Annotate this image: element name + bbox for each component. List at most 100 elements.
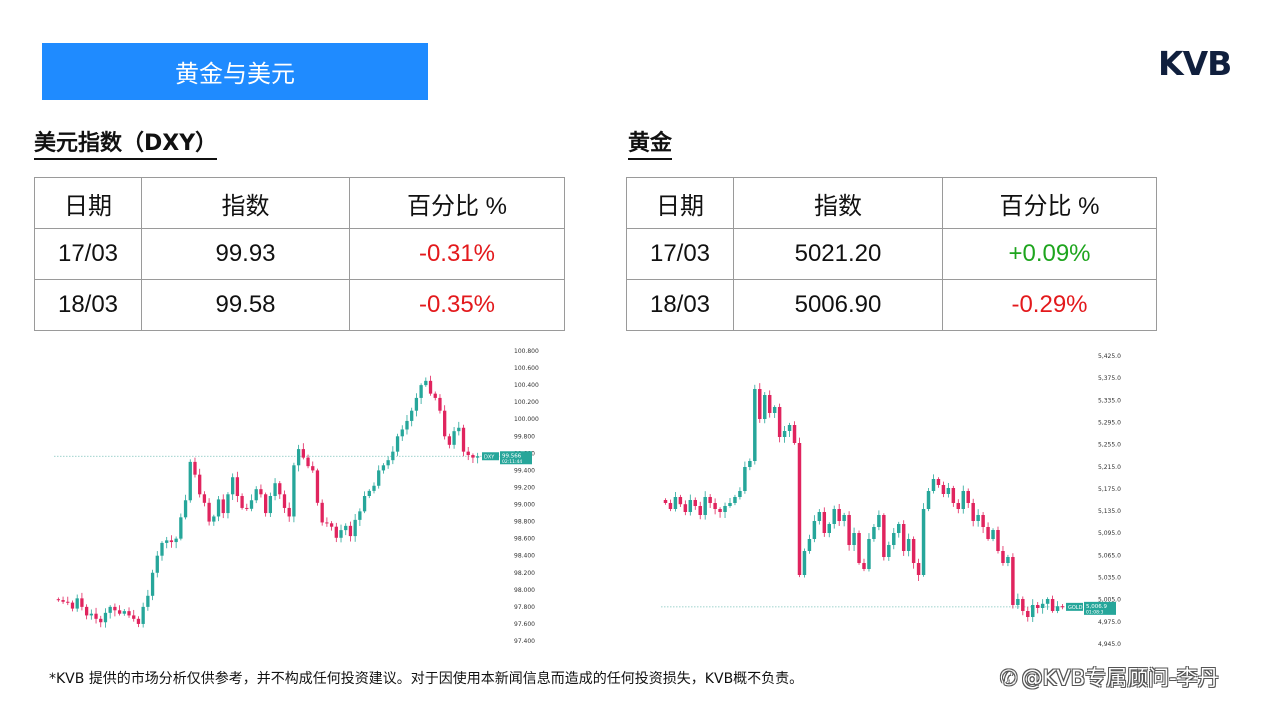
- candle-body: [832, 509, 836, 524]
- candle-body: [183, 500, 188, 518]
- table-header-row: 日期 指数 百分比 %: [626, 177, 1157, 229]
- candle-body: [877, 515, 881, 527]
- last-price-label: 5,006.9: [1086, 604, 1107, 610]
- candle-body: [688, 500, 693, 512]
- gold-section-title: 黄金: [628, 130, 673, 160]
- candle-body: [174, 538, 178, 543]
- candle-body: [1031, 605, 1035, 617]
- candle-body: [1035, 605, 1040, 608]
- candle-body: [278, 483, 282, 495]
- candle-body: [817, 512, 822, 521]
- candle-body: [1055, 606, 1060, 611]
- candle-body: [772, 407, 777, 413]
- candle-body: [981, 515, 985, 527]
- candle-body: [767, 395, 772, 413]
- candle-body: [231, 477, 235, 495]
- candle-body: [263, 494, 268, 514]
- candle-body: [150, 572, 155, 596]
- candle-body: [976, 515, 980, 521]
- candle-body: [136, 618, 141, 624]
- candle-body: [306, 457, 310, 467]
- candle-body: [936, 479, 941, 485]
- candle-body: [146, 595, 150, 607]
- column-header-date: 日期: [626, 177, 734, 229]
- y-tick-label: 99.400: [514, 467, 535, 474]
- candle-body: [911, 539, 916, 563]
- candle-body: [847, 515, 851, 545]
- cell-index: 5006.90: [733, 279, 943, 331]
- candle-body: [61, 600, 65, 602]
- candle-body: [827, 524, 831, 533]
- symbol-tag-label: GOLD: [1068, 605, 1083, 611]
- candle-body: [391, 451, 395, 461]
- candle-body: [282, 494, 287, 508]
- candle-body: [198, 474, 202, 495]
- cell-change: +0.09%: [942, 228, 1157, 280]
- candle-body: [169, 540, 174, 543]
- y-tick-label: 100.000: [514, 416, 539, 423]
- symbol-tag: [482, 452, 499, 461]
- dxy-candlestick-chart: 100.800 100.600 100.400 100.200 100.000 99.80…: [54, 348, 539, 645]
- symbol-tag: [1066, 602, 1083, 611]
- y-tick-label: 100.400: [514, 382, 539, 389]
- candle-body: [226, 494, 230, 514]
- gold-table: 日期 指数 百分比 % 17/03 5021.20 +0.09% 18/03 5…: [626, 177, 1157, 331]
- last-price-tag: [500, 451, 532, 465]
- y-tick-label: 99.000: [514, 502, 535, 509]
- candle-body: [99, 618, 103, 623]
- kvb-logo: KVB: [1158, 44, 1232, 83]
- candle-body: [179, 517, 183, 539]
- table-row: 17/03 99.93 -0.31%: [34, 228, 565, 280]
- last-price-tag: [1084, 601, 1116, 615]
- candle-body: [381, 465, 386, 471]
- y-tick-label: 5,135.0: [1098, 508, 1121, 515]
- candle-body: [475, 456, 480, 458]
- dxy-section-title: 美元指数（DXY）: [34, 130, 218, 160]
- candle-body: [348, 525, 353, 537]
- candle-body: [961, 491, 965, 509]
- candle-body: [367, 490, 371, 496]
- candle-body: [254, 489, 258, 501]
- countdown-label: 02:11:44: [502, 459, 522, 465]
- candle-body: [1011, 557, 1015, 605]
- candle-body: [748, 461, 752, 467]
- cell-change: -0.31%: [349, 228, 565, 280]
- y-tick-label: 5,175.0: [1098, 486, 1121, 493]
- candle-body: [155, 555, 159, 573]
- candle-body: [966, 491, 970, 503]
- candle-body: [723, 506, 727, 512]
- y-tick-label: 5,035.0: [1098, 575, 1121, 582]
- y-tick-label: 100.200: [514, 399, 539, 406]
- candle-body: [1060, 606, 1065, 608]
- candle-body: [703, 497, 707, 515]
- banner-title: 黄金与美元: [42, 43, 428, 100]
- candle-body: [259, 489, 263, 495]
- countdown-label: 01:08:3: [1086, 609, 1103, 615]
- y-tick-label: 100.800: [514, 348, 539, 355]
- candle-body: [193, 461, 197, 475]
- gold-candlestick-chart: 5,425.0 5,375.0 5,335.0 5,295.0 5,255.0 5,215…: [661, 353, 1121, 648]
- candle-body: [797, 443, 802, 575]
- cell-change: -0.29%: [942, 279, 1157, 331]
- candle-body: [862, 563, 866, 569]
- candle-body: [1026, 611, 1030, 617]
- last-price-label: 99.566: [502, 453, 522, 459]
- candle-body: [996, 530, 1000, 551]
- y-tick-label: 98.200: [514, 570, 535, 577]
- candle-body: [400, 429, 404, 437]
- y-tick-label: 5,375.0: [1098, 375, 1121, 382]
- y-tick-label: 5,215.0: [1098, 464, 1121, 471]
- candle-body: [867, 539, 871, 569]
- candle-body: [273, 483, 277, 496]
- candle-body: [892, 533, 896, 545]
- watermark: ✆ @KVB专属顾问-李丹: [1000, 662, 1219, 692]
- candle-body: [108, 606, 112, 613]
- candle-body: [857, 533, 861, 563]
- candle-body: [1021, 599, 1025, 611]
- candle-body: [792, 425, 797, 443]
- candle-body: [56, 599, 61, 601]
- candle-body: [89, 613, 93, 616]
- candle-body: [837, 509, 841, 521]
- candle-body: [807, 539, 812, 551]
- candle-body: [443, 410, 447, 437]
